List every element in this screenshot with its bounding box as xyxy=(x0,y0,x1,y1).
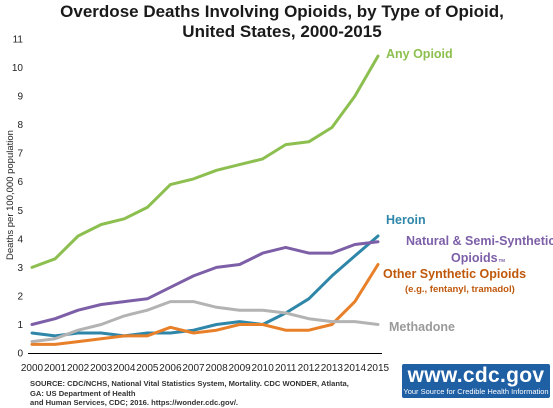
label-other-synthetic: Other Synthetic Opioids xyxy=(383,267,526,281)
x-tick-label: 2010 xyxy=(252,363,275,374)
x-tick-label: 2001 xyxy=(44,363,67,374)
y-tick-label: 10 xyxy=(12,63,24,74)
x-tick-label: 2015 xyxy=(367,363,390,374)
x-tick-label: 2013 xyxy=(321,363,344,374)
cdc-tagline: Your Source for Credible Health Informat… xyxy=(403,387,549,396)
y-axis-label: Deaths per 100,000 population xyxy=(5,130,16,260)
label-natural-word: Opioids xyxy=(451,251,498,265)
y-tick-label: 3 xyxy=(17,263,23,274)
x-tick-label: 2008 xyxy=(205,363,228,374)
source-line1: SOURCE: CDC/NCHS, National Vital Statist… xyxy=(30,379,349,398)
label-natural-line2: OpioidsTM xyxy=(451,251,505,265)
chart-title-line2: United States, 2000-2015 xyxy=(182,22,381,41)
y-tick-label: 5 xyxy=(17,206,23,217)
y-tick-label: 0 xyxy=(17,349,23,360)
y-tick-label: 8 xyxy=(17,120,23,131)
x-tick-label: 2012 xyxy=(298,363,321,374)
y-tick-label: 4 xyxy=(17,234,23,245)
x-tick-label: 2007 xyxy=(182,363,205,374)
series-line xyxy=(30,263,380,346)
x-tick-label: 2000 xyxy=(21,363,44,374)
y-tick-label: 9 xyxy=(17,92,23,103)
y-tick-label: 11 xyxy=(13,35,24,46)
series-line xyxy=(30,300,380,344)
source-note: SOURCE: CDC/NCHS, National Vital Statist… xyxy=(30,379,360,408)
x-tick-label: 2004 xyxy=(113,363,136,374)
label-heroin: Heroin xyxy=(386,213,426,227)
x-tick-label: 2006 xyxy=(159,363,182,374)
y-tick-label: 2 xyxy=(17,291,23,302)
x-tick-label: 2009 xyxy=(228,363,251,374)
x-axis: 2000 2001 2002 2003 2004 2005 2006 2007 2008 2009… xyxy=(21,353,390,374)
y-tick-label: 1 xyxy=(17,320,23,331)
label-any-opioid: Any Opioid xyxy=(386,47,453,61)
chart-title: Overdose Deaths Involving Opioids, by Ty… xyxy=(60,2,504,21)
x-tick-label: 2003 xyxy=(90,363,113,374)
cdc-url[interactable]: www.cdc.gov xyxy=(407,364,545,387)
series-line xyxy=(30,54,380,269)
y-tick-label: 7 xyxy=(17,149,23,160)
x-tick-label: 2002 xyxy=(67,363,90,374)
series-line xyxy=(30,240,380,326)
x-tick-label: 2014 xyxy=(344,363,367,374)
x-tick-label: 2005 xyxy=(136,363,159,374)
label-other-synthetic-examples: (e.g., fentanyl, tramadol) xyxy=(405,284,515,295)
x-tick-label: 2011 xyxy=(275,363,297,374)
label-natural-line1: Natural & Semi-Synthetic xyxy=(406,234,553,248)
source-line2: and Human Services, CDC; 2016. https://w… xyxy=(30,398,239,407)
series-line xyxy=(30,234,380,338)
y-axis: 0 1 2 3 4 5 6 7 8 9 10 11 xyxy=(12,35,24,360)
series-lines xyxy=(30,54,380,346)
y-tick-label: 6 xyxy=(17,177,23,188)
label-methadone: Methadone xyxy=(389,320,455,334)
label-natural-mark: TM xyxy=(499,258,506,263)
cdc-website-badge[interactable]: www.cdc.gov Your Source for Credible Hea… xyxy=(402,364,550,398)
